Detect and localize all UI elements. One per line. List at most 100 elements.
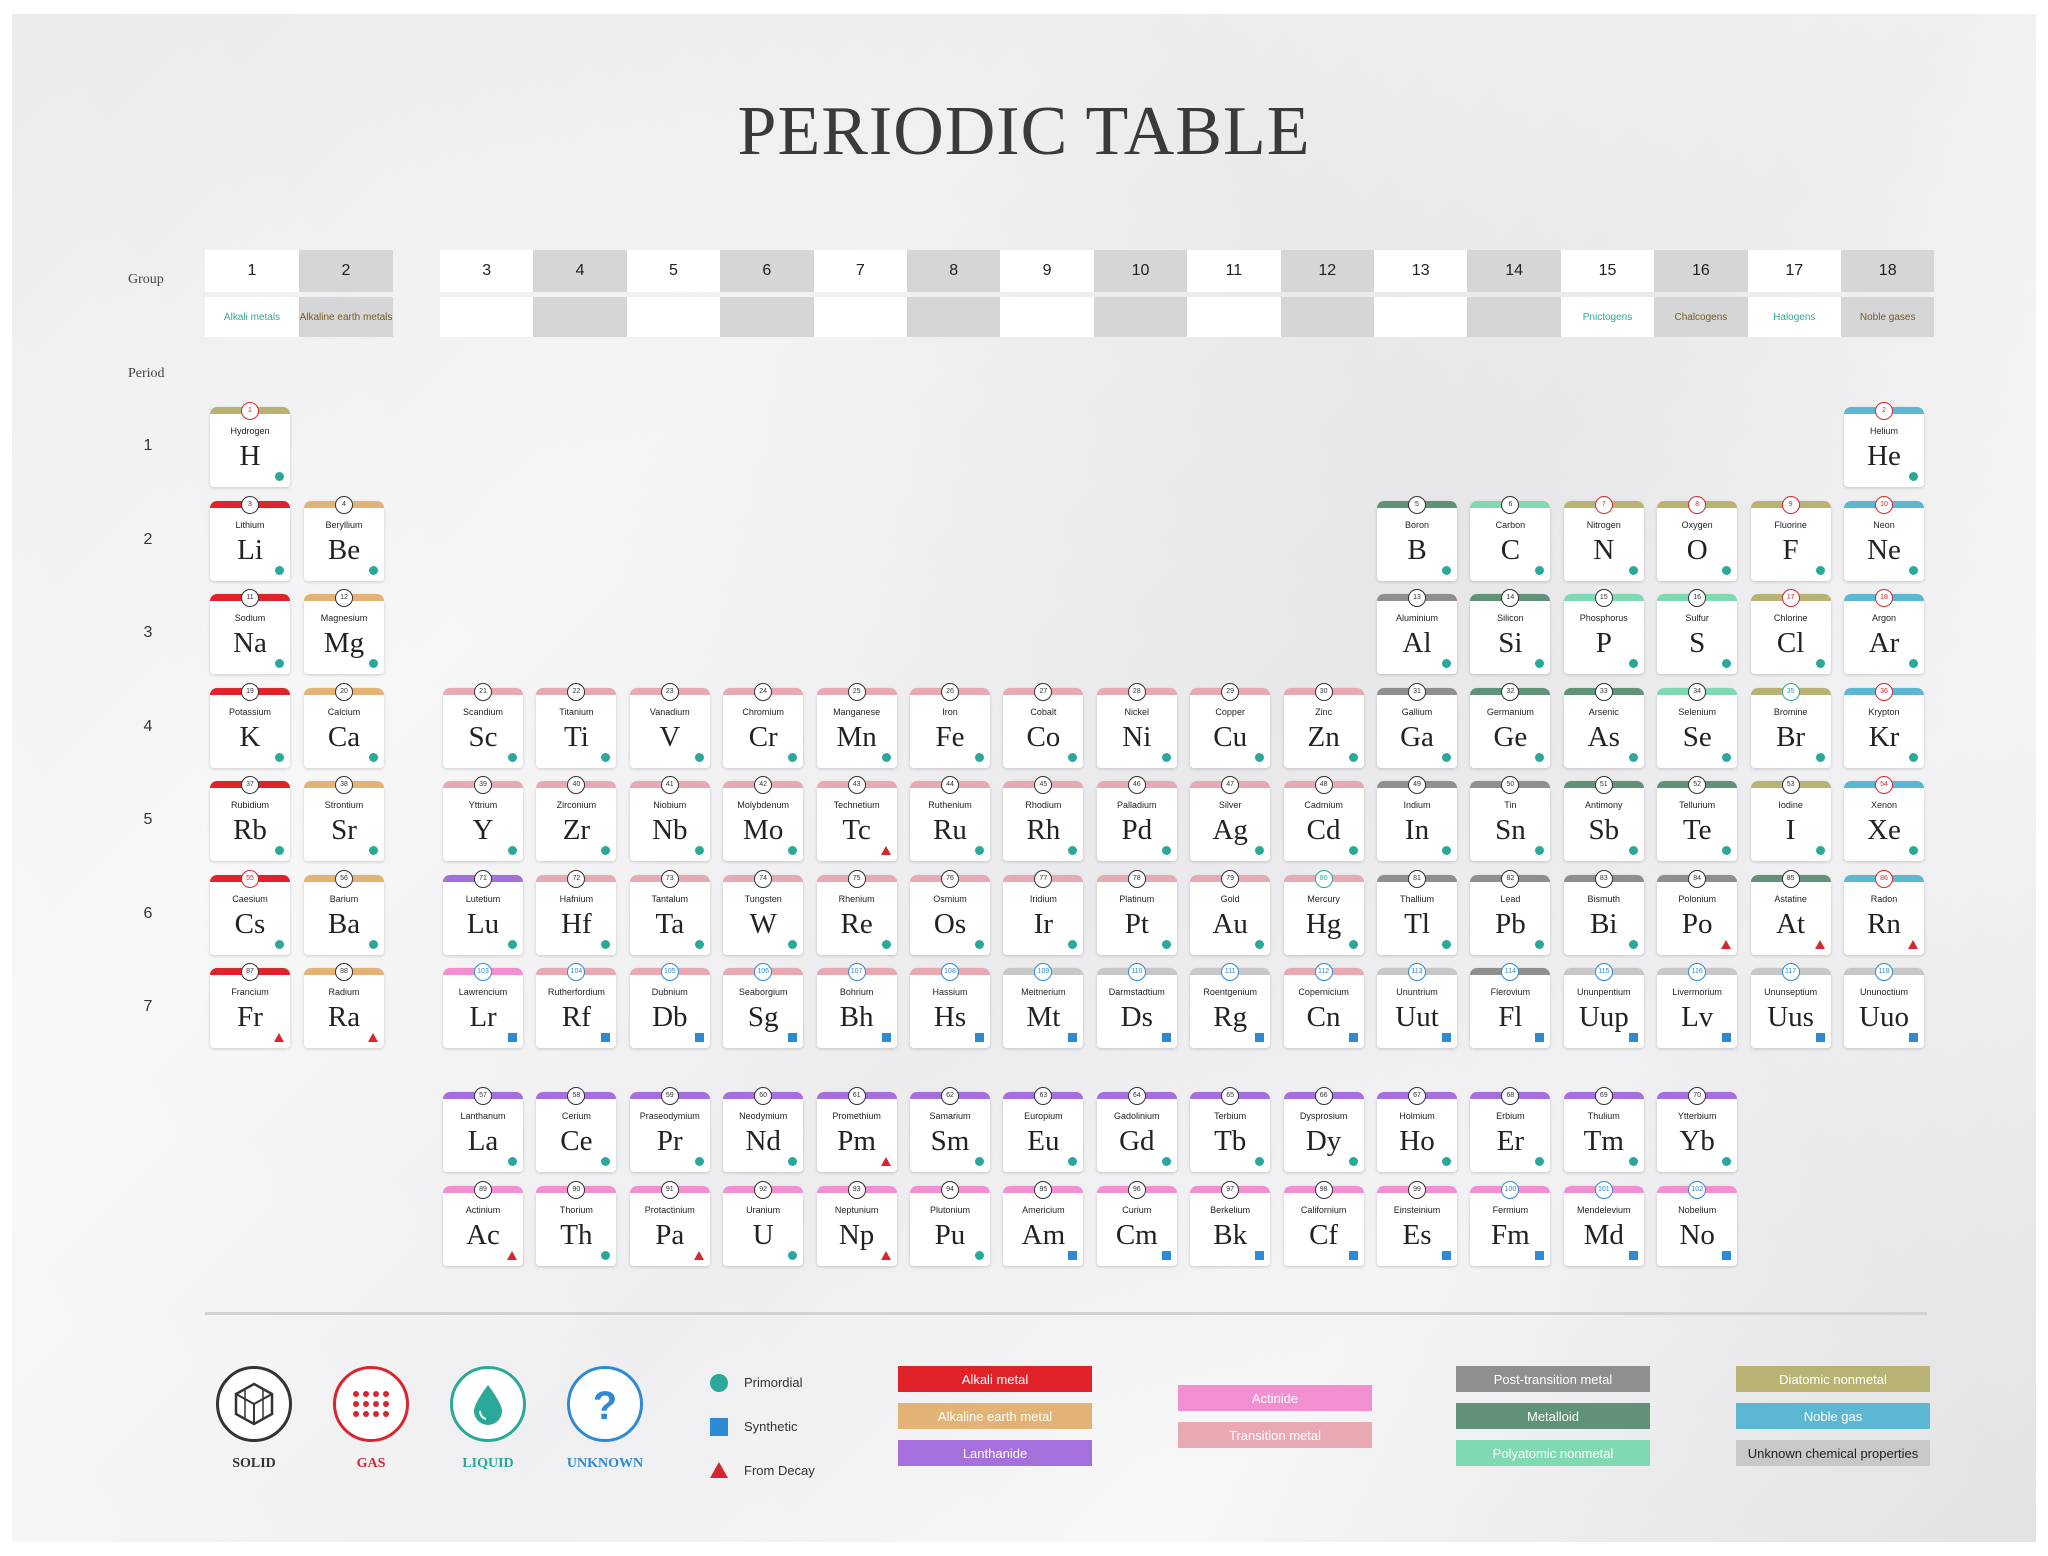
element-hs[interactable]: 108 Hassium Hs <box>910 963 990 1048</box>
element-si[interactable]: 14 Silicon Si <box>1470 589 1551 674</box>
element-rh[interactable]: 45 Rhodium Rh <box>1003 776 1084 861</box>
element-f[interactable]: 9 Fluorine F <box>1750 495 1831 581</box>
element-es[interactable]: 99 Einsteinium Es <box>1377 1180 1457 1266</box>
element-tc[interactable]: 43 Technetium Tc <box>816 776 897 861</box>
element-pt[interactable]: 78 Platinum Pt <box>1096 869 1177 955</box>
element-os[interactable]: 76 Osmium Os <box>910 869 990 955</box>
element-ba[interactable]: 56 Barium Ba <box>304 869 384 955</box>
element-pd[interactable]: 46 Palladium Pd <box>1096 776 1177 861</box>
element-bi[interactable]: 83 Bismuth Bi <box>1563 869 1644 955</box>
element-ag[interactable]: 47 Silver Ag <box>1190 776 1271 861</box>
element-ar[interactable]: 18 Argon Ar <box>1844 589 1924 674</box>
element-uup[interactable]: 115 Ununpentium Uup <box>1563 963 1644 1048</box>
element-md[interactable]: 101 Mendelevium Md <box>1563 1180 1644 1266</box>
element-in[interactable]: 49 Indium In <box>1377 776 1457 861</box>
element-ti[interactable]: 22 Titanium Ti <box>536 682 617 768</box>
element-gd[interactable]: 64 Gadolinium Gd <box>1096 1087 1177 1172</box>
element-rf[interactable]: 104 Rutherfordium Rf <box>536 963 617 1048</box>
element-ru[interactable]: 44 Ruthenium Ru <box>910 776 990 861</box>
element-mo[interactable]: 42 Molybdenum Mo <box>723 776 804 861</box>
element-pb[interactable]: 82 Lead Pb <box>1470 869 1551 955</box>
element-cs[interactable]: 55 Caesium Cs <box>210 869 290 955</box>
element-sc[interactable]: 21 Scandium Sc <box>443 682 523 768</box>
element-uus[interactable]: 117 Ununseptium Uus <box>1750 963 1831 1048</box>
element-h[interactable]: 1 Hydrogen H <box>210 402 290 487</box>
element-eu[interactable]: 63 Europium Eu <box>1003 1087 1084 1172</box>
element-au[interactable]: 79 Gold Au <box>1190 869 1271 955</box>
element-w[interactable]: 74 Tungsten W <box>723 869 804 955</box>
element-er[interactable]: 68 Erbium Er <box>1470 1087 1551 1172</box>
element-xe[interactable]: 54 Xenon Xe <box>1844 776 1924 861</box>
element-nb[interactable]: 41 Niobium Nb <box>629 776 710 861</box>
element-po[interactable]: 84 Polonium Po <box>1657 869 1738 955</box>
element-ta[interactable]: 73 Tantalum Ta <box>629 869 710 955</box>
element-tl[interactable]: 81 Thallium Tl <box>1377 869 1457 955</box>
element-n[interactable]: 7 Nitrogen N <box>1563 495 1644 581</box>
element-th[interactable]: 90 Thorium Th <box>536 1180 617 1266</box>
element-ca[interactable]: 20 Calcium Ca <box>304 682 384 768</box>
element-pr[interactable]: 59 Praseodymium Pr <box>629 1087 710 1172</box>
element-dy[interactable]: 66 Dysprosium Dy <box>1283 1087 1364 1172</box>
element-v[interactable]: 23 Vanadium V <box>629 682 710 768</box>
element-na[interactable]: 11 Sodium Na <box>210 589 290 674</box>
element-ra[interactable]: 88 Radium Ra <box>304 963 384 1048</box>
element-hg[interactable]: 80 Mercury Hg <box>1283 869 1364 955</box>
element-s[interactable]: 16 Sulfur S <box>1657 589 1738 674</box>
element-y[interactable]: 39 Yttrium Y <box>443 776 523 861</box>
element-li[interactable]: 3 Lithium Li <box>210 495 290 581</box>
element-re[interactable]: 75 Rhenium Re <box>816 869 897 955</box>
element-zr[interactable]: 40 Zirconium Zr <box>536 776 617 861</box>
element-tb[interactable]: 65 Terbium Tb <box>1190 1087 1271 1172</box>
element-fr[interactable]: 87 Francium Fr <box>210 963 290 1048</box>
element-bk[interactable]: 97 Berkelium Bk <box>1190 1180 1271 1266</box>
element-hf[interactable]: 72 Hafnium Hf <box>536 869 617 955</box>
element-np[interactable]: 93 Neptunium Np <box>816 1180 897 1266</box>
element-c[interactable]: 6 Carbon C <box>1470 495 1551 581</box>
element-co[interactable]: 27 Cobalt Co <box>1003 682 1084 768</box>
element-cd[interactable]: 48 Cadmium Cd <box>1283 776 1364 861</box>
element-uuo[interactable]: 118 Ununoctium Uuo <box>1844 963 1924 1048</box>
element-cl[interactable]: 17 Chlorine Cl <box>1750 589 1831 674</box>
element-mt[interactable]: 109 Meitnerium Mt <box>1003 963 1084 1048</box>
element-pu[interactable]: 94 Plutonium Pu <box>910 1180 990 1266</box>
element-b[interactable]: 5 Boron B <box>1377 495 1457 581</box>
element-cn[interactable]: 112 Copernicium Cn <box>1283 963 1364 1048</box>
element-ne[interactable]: 10 Neon Ne <box>1844 495 1924 581</box>
element-bh[interactable]: 107 Bohrium Bh <box>816 963 897 1048</box>
element-lv[interactable]: 116 Livermorium Lv <box>1657 963 1738 1048</box>
element-cu[interactable]: 29 Copper Cu <box>1190 682 1271 768</box>
element-nd[interactable]: 60 Neodymium Nd <box>723 1087 804 1172</box>
element-o[interactable]: 8 Oxygen O <box>1657 495 1738 581</box>
element-ga[interactable]: 31 Gallium Ga <box>1377 682 1457 768</box>
element-sr[interactable]: 38 Strontium Sr <box>304 776 384 861</box>
element-te[interactable]: 52 Tellurium Te <box>1657 776 1738 861</box>
element-al[interactable]: 13 Aluminium Al <box>1377 589 1457 674</box>
element-be[interactable]: 4 Beryllium Be <box>304 495 384 581</box>
element-br[interactable]: 35 Bromine Br <box>1750 682 1831 768</box>
element-ho[interactable]: 67 Holmium Ho <box>1377 1087 1457 1172</box>
element-cf[interactable]: 98 Californium Cf <box>1283 1180 1364 1266</box>
element-p[interactable]: 15 Phosphorus P <box>1563 589 1644 674</box>
element-as[interactable]: 33 Arsenic As <box>1563 682 1644 768</box>
element-ni[interactable]: 28 Nickel Ni <box>1096 682 1177 768</box>
element-ir[interactable]: 77 Iridium Ir <box>1003 869 1084 955</box>
element-k[interactable]: 19 Potassium K <box>210 682 290 768</box>
element-mg[interactable]: 12 Magnesium Mg <box>304 589 384 674</box>
element-lu[interactable]: 71 Lutetium Lu <box>443 869 523 955</box>
element-yb[interactable]: 70 Ytterbium Yb <box>1657 1087 1738 1172</box>
element-pa[interactable]: 91 Protactinium Pa <box>629 1180 710 1266</box>
element-fe[interactable]: 26 Iron Fe <box>910 682 990 768</box>
element-se[interactable]: 34 Selenium Se <box>1657 682 1738 768</box>
element-sm[interactable]: 62 Samarium Sm <box>910 1087 990 1172</box>
element-ds[interactable]: 110 Darmstadtium Ds <box>1096 963 1177 1048</box>
element-uut[interactable]: 113 Ununtrium Uut <box>1377 963 1457 1048</box>
element-sg[interactable]: 106 Seaborgium Sg <box>723 963 804 1048</box>
element-rb[interactable]: 37 Rubidium Rb <box>210 776 290 861</box>
element-fm[interactable]: 100 Fermium Fm <box>1470 1180 1551 1266</box>
element-at[interactable]: 85 Astatine At <box>1750 869 1831 955</box>
element-db[interactable]: 105 Dubnium Db <box>629 963 710 1048</box>
element-lr[interactable]: 103 Lawrencium Lr <box>443 963 523 1048</box>
element-am[interactable]: 95 Americium Am <box>1003 1180 1084 1266</box>
element-cm[interactable]: 96 Curium Cm <box>1096 1180 1177 1266</box>
element-sb[interactable]: 51 Antimony Sb <box>1563 776 1644 861</box>
